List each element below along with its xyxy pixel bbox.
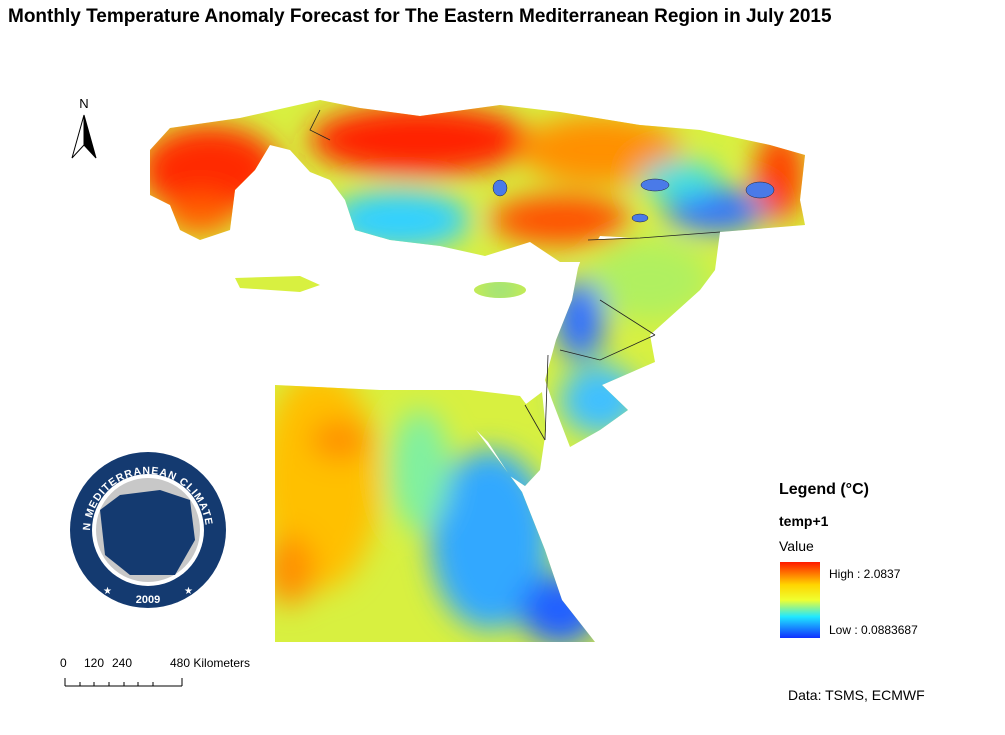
logo-star: ★: [184, 586, 193, 597]
north-arrow: N: [71, 96, 97, 159]
legend-ramp: [780, 562, 820, 638]
borders: [309, 109, 721, 441]
north-label: N: [79, 96, 88, 111]
scale-label: 0: [60, 656, 67, 670]
legend-field: Value: [779, 538, 814, 554]
logo-year: 2009: [136, 594, 160, 606]
legend: Legend (°C) temp+1 Value High : 2.0837 L…: [779, 481, 918, 638]
legend-high: High : 2.0837: [829, 567, 901, 581]
logo-text: EASTERN MEDITERRANEAN CLIMATE CENTRE: [0, 0, 215, 531]
scale-label: 480 Kilometers: [170, 656, 250, 670]
scale-label: 120: [84, 656, 104, 670]
legend-low: Low : 0.0883687: [829, 623, 918, 637]
scale-bar: 0 120 240 480 Kilometers: [60, 656, 250, 687]
logo-star: ★: [103, 586, 112, 597]
source-note: Data: TSMS, ECMWF: [788, 687, 925, 703]
anomaly-field: [150, 100, 805, 642]
map-title: Monthly Temperature Anomaly Forecast for…: [8, 6, 832, 27]
scale-label: 240: [112, 656, 132, 670]
logo: EASTERN MEDITERRANEAN CLIMATE CENTRE 200…: [0, 0, 228, 610]
logo-ring-text: EASTERN MEDITERRANEAN CLIMATE CENTRE: [0, 0, 214, 531]
legend-title: Legend (°C): [779, 481, 869, 498]
legend-layer: temp+1: [779, 513, 829, 529]
